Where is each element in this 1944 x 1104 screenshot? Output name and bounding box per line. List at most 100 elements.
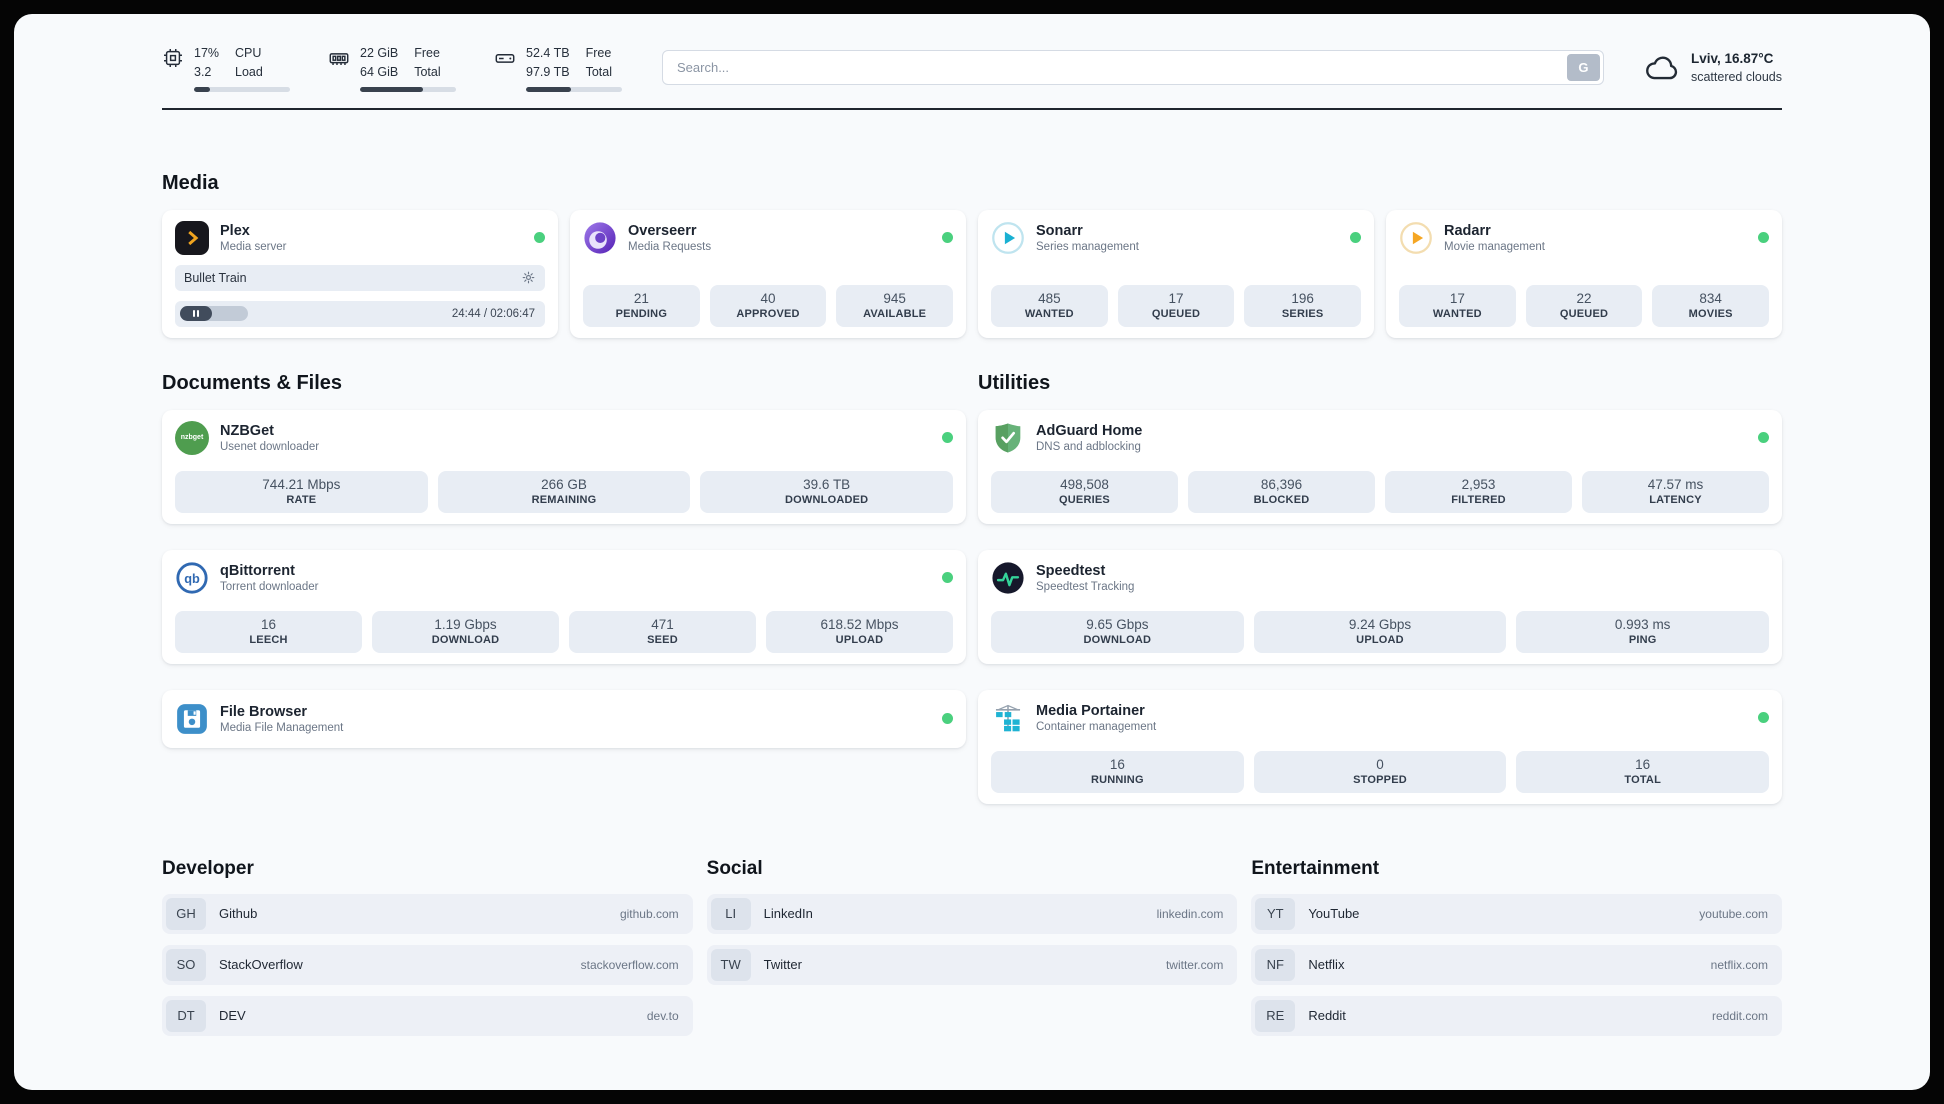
bookmark-linkedin[interactable]: LI LinkedIn linkedin.com <box>706 893 1238 934</box>
stat-approved: 40 APPROVED <box>709 284 827 327</box>
app-name: Speedtest <box>1036 562 1106 579</box>
stat-series: 196 SERIES <box>1244 284 1362 327</box>
stat-filtered: 2,953 FILTERED <box>1385 470 1572 513</box>
bookmark-github[interactable]: GH Github github.com <box>162 893 693 934</box>
playback-time: 24:44 / 02:06:47 <box>451 307 535 320</box>
app-card-sonarr[interactable]: Sonarr Series management 485 WANTED 17 Q… <box>978 209 1374 338</box>
section-documents: Documents & Files nzbget NZBGet Usenet d… <box>162 372 966 804</box>
plex-icon <box>175 220 209 255</box>
status-online-dot <box>942 232 953 243</box>
app-name: Radarr <box>1444 222 1491 239</box>
bookmark-abbr: GH <box>166 897 206 930</box>
weather-location-temp: Lviv, 16.87°C <box>1690 50 1774 66</box>
search-input[interactable] <box>662 50 1604 86</box>
bookmark-reddit[interactable]: RE Reddit reddit.com <box>1251 995 1782 1036</box>
app-card-speedtest[interactable]: Speedtest Speedtest Tracking 9.65 Gbps D… <box>978 549 1782 664</box>
player-progress-bar[interactable]: 24:44 / 02:06:47 <box>175 300 545 327</box>
media-section-title: Media <box>162 171 219 194</box>
app-card-overseerr[interactable]: Overseerr Media Requests 21 PENDING 40 A… <box>570 209 966 338</box>
bookmark-abbr: LI <box>710 897 751 930</box>
bookmark-twitter[interactable]: TW Twitter twitter.com <box>706 944 1238 985</box>
settings-gear-icon[interactable] <box>521 270 536 285</box>
bookmark-abbr: RE <box>1255 999 1296 1032</box>
app-subtitle: Container management <box>1036 720 1157 733</box>
search-engine-button[interactable]: G <box>1566 54 1600 82</box>
stat-leech: 16 LEECH <box>175 610 362 653</box>
app-name: File Browser <box>220 703 308 720</box>
ram-label-2: Total <box>414 64 441 79</box>
app-card-adguard[interactable]: AdGuard Home DNS and adblocking 498,508 … <box>978 409 1782 524</box>
stat-pending: 21 PENDING <box>583 284 700 327</box>
header-divider <box>162 107 1782 110</box>
radarr-icon <box>1399 221 1433 255</box>
app-name: Sonarr <box>1036 222 1083 239</box>
cpu-label-1: CPU <box>235 46 262 60</box>
app-card-qbittorrent[interactable]: qb qBittorrent Torrent downloader <box>162 549 966 664</box>
app-card-radarr[interactable]: Radarr Movie management 17 WANTED 22 QUE… <box>1386 209 1782 338</box>
bookmark-abbr: SO <box>166 948 206 981</box>
bookmark-stackoverflow[interactable]: SO StackOverflow stackoverflow.com <box>162 944 693 985</box>
app-subtitle: Usenet downloader <box>220 440 320 453</box>
bookmark-abbr: NF <box>1255 948 1296 981</box>
bookmarks: Developer GH Github github.com SO StackO… <box>162 858 1782 1036</box>
app-name: NZBGet <box>220 422 274 439</box>
bookmark-dev[interactable]: DT DEV dev.to <box>162 995 693 1036</box>
bookmark-group-entertainment: Entertainment YT YouTube youtube.com NF … <box>1251 858 1782 1036</box>
bookmark-netflix[interactable]: NF Netflix netflix.com <box>1251 944 1782 985</box>
cpu-usage-value: 17% <box>194 46 220 60</box>
stat-stopped: 0 STOPPED <box>1253 750 1507 793</box>
bookmark-group-developer: Developer GH Github github.com SO StackO… <box>162 858 693 1036</box>
pause-icon[interactable] <box>180 306 212 321</box>
developer-title: Developer <box>162 857 254 879</box>
app-card-filebrowser[interactable]: File Browser Media File Management <box>162 689 966 748</box>
entertainment-title: Entertainment <box>1251 857 1380 879</box>
stat-movies: 834 MOVIES <box>1652 284 1770 327</box>
stat-wanted: 17 WANTED <box>1399 284 1516 327</box>
stat-running: 16 RUNNING <box>991 750 1244 793</box>
bookmark-group-social: Social LI LinkedIn linkedin.com TW Twitt… <box>706 858 1238 1036</box>
stat-queued: 22 QUEUED <box>1525 284 1643 327</box>
stat-available: 945 AVAILABLE <box>836 284 954 327</box>
stat-upload: 9.24 Gbps UPLOAD <box>1253 610 1507 653</box>
nzbget-icon: nzbget <box>175 420 209 455</box>
section-media: Media Plex Media server <box>162 172 1782 338</box>
app-subtitle: Movie management <box>1444 240 1545 253</box>
utilities-section-title: Utilities <box>978 371 1051 394</box>
ram-free-value: 22 GiB <box>360 46 399 60</box>
stat-blocked: 86,396 BLOCKED <box>1188 470 1375 513</box>
status-online-dot <box>942 572 953 583</box>
ram-label-1: Free <box>414 46 440 60</box>
stat-download: 1.19 Gbps DOWNLOAD <box>372 610 559 653</box>
documents-section-title: Documents & Files <box>162 371 343 394</box>
app-card-plex[interactable]: Plex Media server Bullet Train <box>162 209 558 338</box>
player-progress-fill <box>180 306 249 321</box>
app-card-portainer[interactable]: Media Portainer Container management 16 … <box>978 689 1782 804</box>
cpu-load-value: 3.2 <box>194 64 212 79</box>
system-stats: 17% 3.2 CPU Load <box>162 44 622 92</box>
qbittorrent-icon: qb <box>175 561 209 595</box>
weather-condition: scattered clouds <box>1690 70 1782 85</box>
stat-seed: 471 SEED <box>569 610 756 653</box>
app-subtitle: Media Requests <box>628 240 712 253</box>
cpu-label-2: Load <box>235 64 263 79</box>
status-online-dot <box>1758 712 1769 723</box>
app-card-nzbget[interactable]: nzbget NZBGet Usenet downloader 744.21 M… <box>162 409 966 524</box>
stat-queries: 498,508 QUERIES <box>991 470 1178 513</box>
app-subtitle: Torrent downloader <box>220 580 319 593</box>
stat-download: 9.65 Gbps DOWNLOAD <box>991 610 1244 653</box>
status-online-dot <box>1758 432 1769 443</box>
bookmark-abbr: YT <box>1255 897 1296 930</box>
media-grid: Plex Media server Bullet Train <box>162 209 1782 338</box>
bookmark-youtube[interactable]: YT YouTube youtube.com <box>1251 893 1782 934</box>
cloud-icon <box>1644 49 1680 83</box>
stat-remaining: 266 GB REMAINING <box>437 470 691 513</box>
ram-icon <box>328 47 350 69</box>
bookmark-abbr: TW <box>710 948 751 981</box>
cpu-chip-icon <box>162 47 184 69</box>
svg-text:qb: qb <box>184 571 200 586</box>
app-name: Plex <box>220 222 250 239</box>
stat-latency: 47.57 ms LATENCY <box>1582 470 1769 513</box>
cpu-usage-bar <box>194 86 290 92</box>
disk-label-1: Free <box>585 46 612 60</box>
bookmark-abbr: DT <box>166 999 206 1032</box>
